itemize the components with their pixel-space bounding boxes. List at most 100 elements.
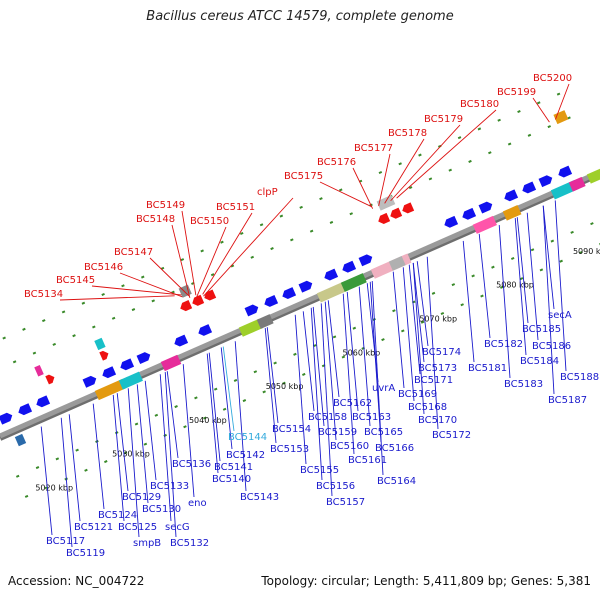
gene-label[interactable]: BC5144 bbox=[228, 432, 267, 443]
gene-label[interactable]: BC5130 bbox=[142, 504, 181, 515]
gene-label[interactable]: secA bbox=[548, 310, 572, 321]
gene-label[interactable]: BC5132 bbox=[170, 538, 209, 549]
gene-label[interactable]: BC5117 bbox=[46, 536, 85, 547]
feature-box[interactable] bbox=[34, 364, 44, 377]
gene-label[interactable]: BC5157 bbox=[326, 497, 365, 508]
gene-label[interactable]: BC5173 bbox=[418, 363, 457, 374]
feature-box[interactable] bbox=[238, 318, 263, 337]
gene-label[interactable]: clpP bbox=[257, 187, 278, 198]
gene-label[interactable]: BC5142 bbox=[226, 450, 265, 461]
gene-label[interactable]: BC5150 bbox=[190, 216, 229, 227]
gene-label[interactable]: BC5143 bbox=[240, 492, 279, 503]
gene-label[interactable]: BC5141 bbox=[214, 462, 253, 473]
forward-gene-arrow[interactable] bbox=[119, 358, 135, 371]
forward-gene-arrow[interactable] bbox=[503, 189, 519, 202]
forward-gene-arrow[interactable] bbox=[521, 181, 537, 195]
gene-label[interactable]: BC5153 bbox=[270, 444, 309, 455]
forward-gene-arrow[interactable] bbox=[461, 207, 477, 221]
forward-gene-arrow[interactable] bbox=[323, 268, 339, 282]
gene-label[interactable]: BC5174 bbox=[422, 347, 461, 358]
forward-gene-arrow[interactable] bbox=[538, 174, 555, 188]
gene-label[interactable]: BC5180 bbox=[460, 99, 499, 110]
forward-gene-arrow[interactable] bbox=[244, 303, 261, 317]
forward-gene-arrow[interactable] bbox=[0, 411, 14, 425]
reverse-gene-arrow[interactable] bbox=[400, 202, 415, 215]
gene-label[interactable]: BC5199 bbox=[497, 87, 536, 98]
gene-label[interactable]: BC5155 bbox=[300, 465, 339, 476]
feature-box[interactable] bbox=[376, 195, 396, 211]
feature-box[interactable] bbox=[118, 371, 143, 390]
feature-box[interactable] bbox=[256, 314, 274, 329]
forward-gene-arrow[interactable] bbox=[557, 165, 573, 179]
forward-gene-arrow[interactable] bbox=[358, 253, 375, 267]
gene-label[interactable]: BC5121 bbox=[74, 522, 113, 533]
forward-gene-arrow[interactable] bbox=[173, 334, 189, 348]
forward-gene-arrow[interactable] bbox=[298, 279, 315, 293]
feature-box[interactable] bbox=[94, 378, 127, 401]
reverse-gene-arrow[interactable] bbox=[99, 349, 110, 361]
gene-label[interactable]: BC5160 bbox=[330, 441, 369, 452]
gene-label[interactable]: BC5175 bbox=[284, 171, 323, 182]
gene-label[interactable]: BC5124 bbox=[98, 510, 137, 521]
gene-label[interactable]: BC5129 bbox=[122, 492, 161, 503]
gene-label[interactable]: BC5148 bbox=[136, 214, 175, 225]
gene-label[interactable]: BC5176 bbox=[317, 157, 356, 168]
forward-gene-arrow[interactable] bbox=[281, 287, 297, 300]
gene-label[interactable]: BC5134 bbox=[24, 289, 63, 300]
gene-label[interactable]: BC5162 bbox=[333, 398, 372, 409]
feature-box[interactable] bbox=[160, 354, 182, 372]
gene-label[interactable]: BC5163 bbox=[352, 412, 391, 423]
gene-label[interactable]: BC5133 bbox=[150, 481, 189, 492]
gene-label[interactable]: BC5158 bbox=[308, 412, 347, 423]
gene-label[interactable]: BC5183 bbox=[504, 379, 543, 390]
gene-label[interactable]: BC5145 bbox=[56, 275, 95, 286]
forward-gene-arrow[interactable] bbox=[341, 260, 357, 274]
reverse-gene-arrow[interactable] bbox=[190, 294, 205, 308]
gene-label[interactable]: BC5165 bbox=[364, 427, 403, 438]
feature-box[interactable] bbox=[14, 433, 27, 447]
forward-gene-arrow[interactable] bbox=[478, 200, 495, 214]
gene-label[interactable]: BC5166 bbox=[375, 443, 414, 454]
gene-label[interactable]: BC5161 bbox=[348, 455, 387, 466]
gene-label[interactable]: BC5151 bbox=[216, 202, 255, 213]
gene-label[interactable]: BC5168 bbox=[408, 402, 447, 413]
feature-box[interactable] bbox=[316, 281, 349, 303]
feature-box[interactable] bbox=[472, 215, 497, 234]
gene-label[interactable]: BC5188 bbox=[560, 372, 599, 383]
forward-gene-arrow[interactable] bbox=[263, 295, 279, 308]
gene-label[interactable]: BC5159 bbox=[318, 427, 357, 438]
gene-label[interactable]: BC5125 bbox=[118, 522, 157, 533]
forward-gene-arrow[interactable] bbox=[443, 215, 459, 229]
feature-box[interactable] bbox=[553, 110, 569, 125]
gene-label[interactable]: BC5146 bbox=[84, 262, 123, 273]
gene-label[interactable]: BC5177 bbox=[354, 143, 393, 154]
feature-box[interactable] bbox=[94, 337, 106, 351]
feature-box[interactable] bbox=[568, 176, 586, 192]
gene-label[interactable]: BC5140 bbox=[212, 474, 251, 485]
forward-gene-arrow[interactable] bbox=[35, 395, 51, 408]
forward-gene-arrow[interactable] bbox=[136, 350, 153, 364]
gene-label[interactable]: BC5187 bbox=[548, 395, 587, 406]
gene-label[interactable]: BC5185 bbox=[522, 324, 561, 335]
gene-label[interactable]: secG bbox=[165, 522, 190, 533]
gene-label[interactable]: BC5200 bbox=[533, 73, 572, 84]
reverse-gene-arrow[interactable] bbox=[45, 373, 56, 385]
gene-label[interactable]: eno bbox=[188, 498, 207, 509]
gene-label[interactable]: uvrA bbox=[372, 383, 395, 394]
reverse-gene-arrow[interactable] bbox=[178, 300, 193, 313]
gene-label[interactable]: BC5182 bbox=[484, 339, 523, 350]
gene-label[interactable]: BC5184 bbox=[520, 356, 559, 367]
forward-gene-arrow[interactable] bbox=[197, 324, 213, 337]
gene-label[interactable]: BC5164 bbox=[377, 476, 416, 487]
reverse-gene-arrow[interactable] bbox=[388, 207, 403, 221]
forward-gene-arrow[interactable] bbox=[101, 366, 117, 379]
gene-label[interactable]: BC5178 bbox=[388, 128, 427, 139]
gene-label[interactable]: BC5181 bbox=[468, 363, 507, 374]
gene-label[interactable]: BC5156 bbox=[316, 481, 355, 492]
feature-box[interactable] bbox=[178, 284, 192, 298]
gene-label[interactable]: BC5154 bbox=[272, 424, 311, 435]
gene-label[interactable]: smpB bbox=[133, 538, 161, 549]
gene-label[interactable]: BC5147 bbox=[114, 247, 153, 258]
gene-label[interactable]: BC5169 bbox=[398, 389, 437, 400]
forward-gene-arrow[interactable] bbox=[82, 374, 99, 388]
